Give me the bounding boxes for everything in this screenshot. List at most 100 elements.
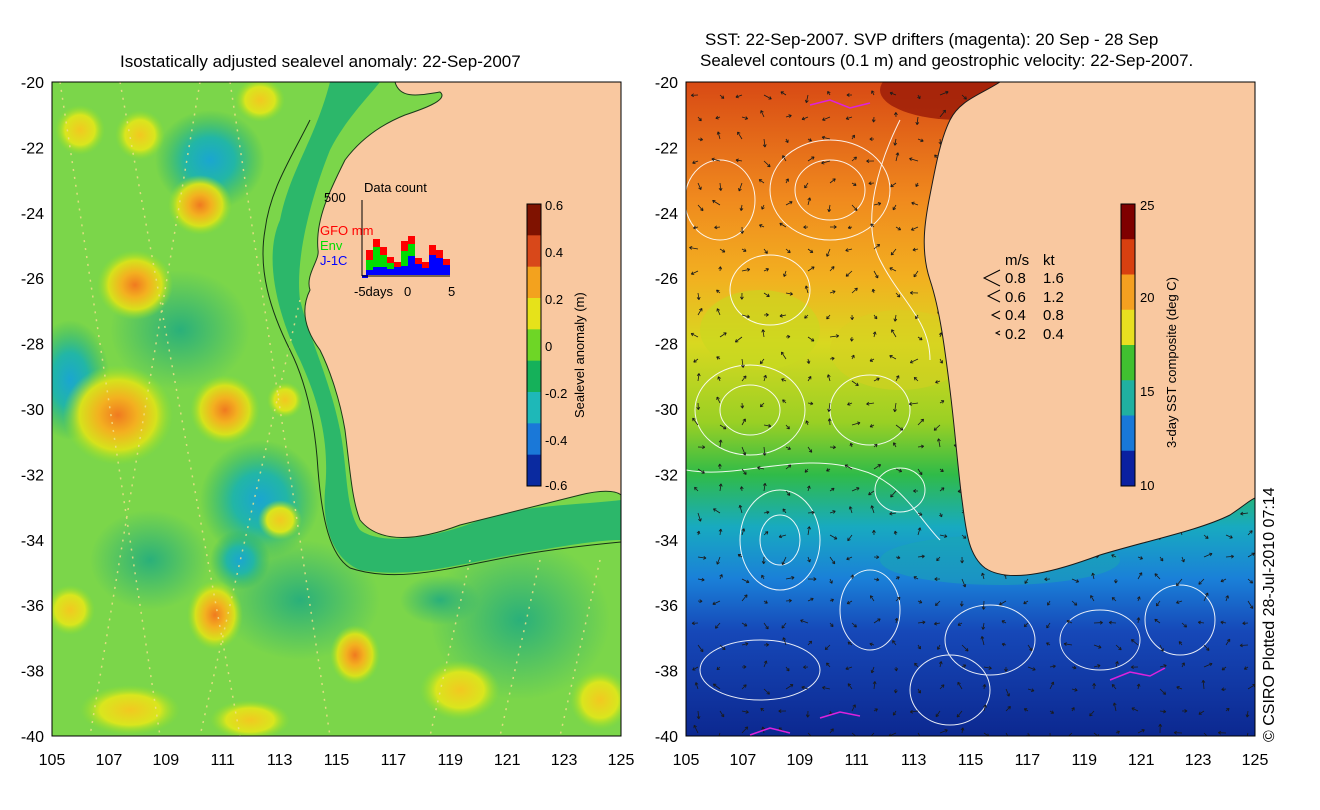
velocity-arrow bbox=[1245, 710, 1250, 718]
lon-label: 117 bbox=[381, 752, 407, 769]
velocity-arrow bbox=[851, 134, 856, 140]
velocity-arrow bbox=[807, 197, 812, 206]
lat-label: -26 bbox=[655, 271, 678, 288]
lon-label: 119 bbox=[438, 752, 464, 769]
velocity-arrow bbox=[849, 442, 854, 448]
velocity-arrow bbox=[851, 287, 858, 294]
velocity-arrow bbox=[917, 512, 923, 516]
velocity-legend: m/s kt 0.8 1.6 0.6 1.2 0.4 0.8 0.2 0.4 bbox=[982, 252, 1064, 343]
velocity-arrow bbox=[917, 94, 921, 100]
velocity-arrow bbox=[719, 424, 727, 430]
sst-map[interactable]: m/s kt 0.8 1.6 0.6 1.2 0.4 0.8 0.2 0.4 2… bbox=[640, 70, 1320, 790]
velocity-arrow bbox=[1111, 684, 1117, 690]
velocity-arrow bbox=[1136, 683, 1141, 690]
velocity-arrow bbox=[1159, 709, 1167, 714]
velocity-arrow bbox=[848, 506, 853, 514]
velocity-arrow bbox=[1049, 732, 1051, 736]
velocity-arrow bbox=[1243, 666, 1249, 670]
inset-tick-5: 5 bbox=[448, 284, 455, 299]
velocity-arrow bbox=[1159, 644, 1164, 652]
velocity-arrow bbox=[763, 688, 770, 695]
velocity-arrow bbox=[917, 138, 924, 143]
velocity-arrow bbox=[785, 464, 792, 470]
velocity-arrow bbox=[894, 112, 898, 118]
velocity-arrow bbox=[893, 314, 898, 322]
colorbar-swatch bbox=[1121, 450, 1135, 487]
velocity-arrow bbox=[719, 94, 725, 99]
colorbar-swatch bbox=[1121, 274, 1135, 311]
velocity-arrow bbox=[719, 710, 725, 718]
colorbar-swatch bbox=[527, 298, 541, 330]
velocity-arrow bbox=[1131, 707, 1139, 712]
velocity-arrow bbox=[826, 468, 831, 472]
lon-label: 121 bbox=[1128, 752, 1155, 769]
velocity-arrow bbox=[1049, 664, 1056, 669]
velocity-arrow bbox=[1203, 732, 1208, 736]
velocity-arrow bbox=[939, 534, 948, 538]
cbar-tick: 0.2 bbox=[545, 292, 563, 307]
velocity-arrow bbox=[908, 402, 919, 406]
velocity-arrow bbox=[696, 373, 701, 382]
velocity-arrow bbox=[741, 622, 748, 627]
velocity-arrow bbox=[741, 267, 751, 272]
velocity-arrow bbox=[895, 555, 901, 560]
velocity-arrow bbox=[893, 530, 898, 536]
velocity-arrow bbox=[829, 356, 835, 361]
velocity-arrow bbox=[939, 487, 945, 492]
velocity-arrow bbox=[829, 578, 833, 584]
lat-label: -28 bbox=[655, 337, 678, 354]
velocity-arrow bbox=[917, 554, 925, 559]
velocity-arrow bbox=[785, 201, 793, 206]
velocity-arrow bbox=[1176, 600, 1183, 604]
velocity-arrow bbox=[829, 556, 836, 565]
velocity-arrow bbox=[891, 329, 897, 338]
lon-label: 113 bbox=[267, 752, 293, 769]
lat-label: -30 bbox=[655, 402, 678, 419]
sealevel-colorbar-label: Sealevel anomaly (m) bbox=[572, 292, 587, 418]
velocity-arrow bbox=[785, 684, 794, 690]
velocity-arrow bbox=[719, 574, 723, 580]
velocity-arrow bbox=[983, 704, 987, 712]
velocity-arrow bbox=[1071, 688, 1078, 692]
inset-bars bbox=[366, 236, 450, 275]
lat-label: -34 bbox=[655, 533, 678, 550]
velocity-arrow bbox=[934, 621, 941, 626]
velocity-arrow bbox=[801, 685, 809, 690]
velocity-arrow bbox=[827, 418, 832, 426]
velocity-arrow bbox=[868, 181, 875, 186]
velocity-arrow bbox=[822, 116, 831, 121]
velocity-arrow bbox=[804, 94, 809, 103]
velocity-arrow bbox=[909, 709, 919, 714]
lat-label: -20 bbox=[21, 75, 44, 92]
velocity-arrow bbox=[961, 644, 969, 652]
velocity-arrow bbox=[741, 314, 750, 319]
velocity-arrow bbox=[894, 617, 899, 624]
velocity-arrow bbox=[715, 622, 721, 629]
velocity-arrow bbox=[917, 620, 926, 625]
sealevel-anomaly-map[interactable]: 500 Data count GFO mm Env J-1C -5days 0 … bbox=[0, 70, 640, 790]
lon-label: 115 bbox=[324, 752, 350, 769]
velocity-arrow bbox=[761, 556, 766, 565]
velocity-arrow bbox=[741, 468, 747, 475]
cbar-tick: 0.4 bbox=[545, 245, 563, 260]
lat-label: -22 bbox=[655, 140, 678, 157]
velocity-arrow bbox=[1005, 688, 1010, 697]
velocity-arrow bbox=[763, 248, 768, 254]
velocity-arrow bbox=[869, 358, 875, 362]
colorbar-swatch bbox=[1121, 345, 1135, 381]
velocity-arrow bbox=[807, 156, 815, 162]
cbar-tick: 0 bbox=[545, 339, 552, 354]
velocity-arrow bbox=[829, 598, 834, 603]
velocity-arrow bbox=[845, 666, 853, 671]
cbar-tick: 0.6 bbox=[545, 198, 563, 213]
velocity-arrow bbox=[829, 290, 836, 294]
velocity-arrow bbox=[717, 463, 722, 470]
velocity-arrow bbox=[785, 576, 795, 580]
velocity-arrow bbox=[1071, 665, 1077, 670]
velocity-arrow bbox=[981, 572, 985, 580]
colorbar-swatch bbox=[1121, 204, 1135, 240]
velocity-arrow bbox=[869, 642, 875, 647]
velocity-arrow bbox=[693, 225, 699, 230]
velocity-arrow bbox=[807, 640, 813, 646]
svg-text:0.8: 0.8 bbox=[1005, 270, 1026, 287]
